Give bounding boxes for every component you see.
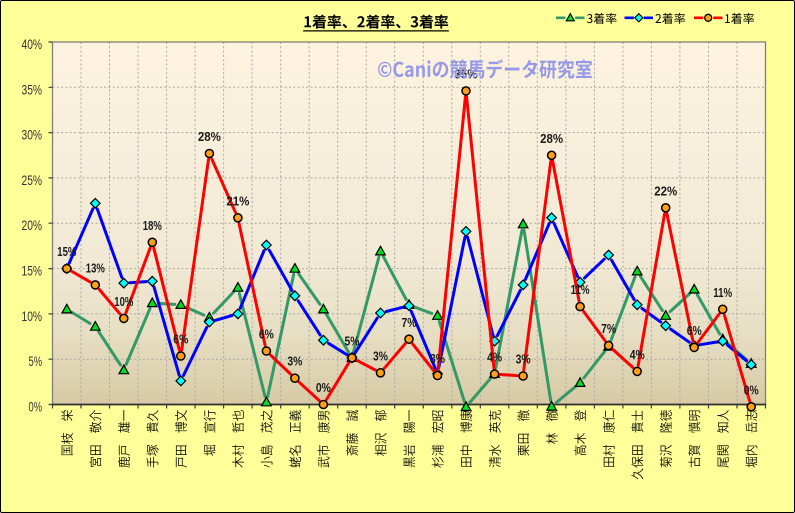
svg-text:0%: 0%: [316, 380, 331, 395]
svg-text:5%: 5%: [345, 333, 360, 348]
svg-text:6%: 6%: [259, 327, 274, 342]
svg-text:3%: 3%: [287, 354, 302, 369]
svg-text:13%: 13%: [86, 260, 105, 275]
svg-text:4%: 4%: [630, 347, 645, 362]
svg-text:15%: 15%: [57, 244, 76, 259]
svg-text:20%: 20%: [22, 217, 43, 233]
svg-text:30%: 30%: [22, 127, 43, 143]
svg-text:25%: 25%: [22, 172, 43, 188]
svg-text:15%: 15%: [22, 263, 43, 279]
svg-text:0%: 0%: [29, 399, 43, 415]
svg-text:5%: 5%: [29, 353, 43, 369]
svg-text:6%: 6%: [173, 332, 188, 347]
svg-text:6%: 6%: [687, 323, 702, 338]
svg-text:3%: 3%: [516, 352, 531, 367]
svg-text:11%: 11%: [571, 282, 590, 297]
svg-text:11%: 11%: [713, 285, 732, 300]
svg-text:7%: 7%: [601, 321, 616, 336]
svg-text:10%: 10%: [22, 308, 43, 324]
svg-text:7%: 7%: [402, 315, 417, 330]
svg-text:22%: 22%: [654, 183, 677, 198]
svg-text:3%: 3%: [373, 348, 388, 363]
svg-text:10%: 10%: [114, 294, 133, 309]
svg-text:35%: 35%: [22, 81, 43, 97]
svg-text:21%: 21%: [226, 193, 249, 208]
svg-text:4%: 4%: [487, 350, 502, 365]
svg-text:0%: 0%: [744, 382, 759, 397]
svg-text:18%: 18%: [143, 218, 162, 233]
svg-text:40%: 40%: [22, 36, 43, 52]
svg-text:28%: 28%: [540, 131, 563, 146]
svg-text:3%: 3%: [430, 351, 445, 366]
svg-text:28%: 28%: [198, 129, 221, 144]
